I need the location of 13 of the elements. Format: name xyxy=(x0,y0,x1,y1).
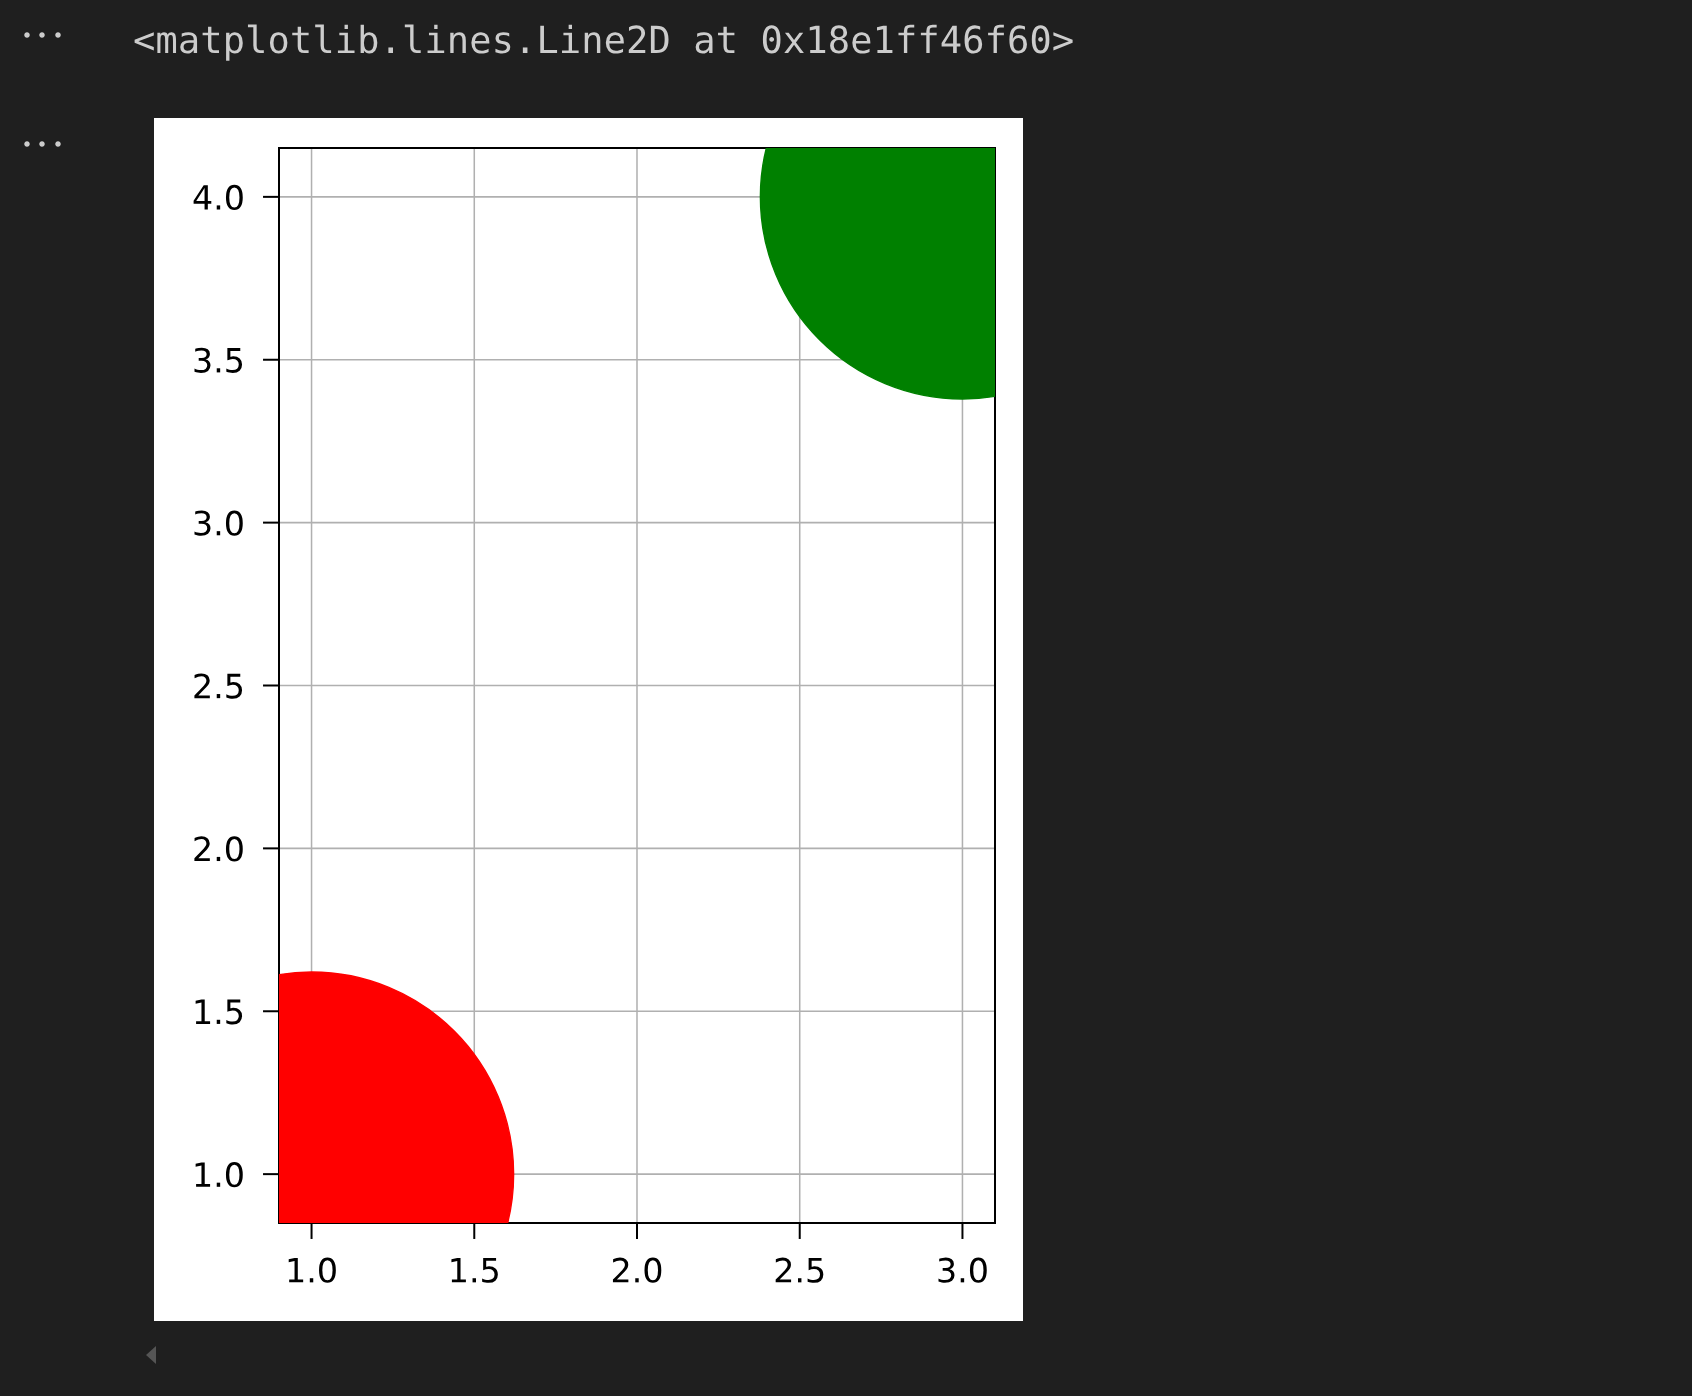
x-tick-label: 1.5 xyxy=(451,1258,498,1283)
y-tick-label: 3.5 xyxy=(194,347,243,373)
text: <matplotlib.lines.Line2D at 0x18e1ff46f60> xyxy=(134,24,1073,61)
y-tick-label: 2.5 xyxy=(194,673,243,699)
x-tick-label: 2.0 xyxy=(612,1257,662,1283)
y-tick-label: 1.0 xyxy=(195,1162,243,1188)
y-tick-label: 1.5 xyxy=(195,999,243,1025)
y-tick-label: 2.0 xyxy=(194,836,243,862)
y-tick-label: 3.0 xyxy=(194,510,243,536)
x-tick-label: 2.5 xyxy=(775,1257,824,1283)
x-tick-label: 3.0 xyxy=(938,1257,987,1283)
y-tick-label: 4.0 xyxy=(193,184,243,210)
x-tick-label: 1.0 xyxy=(288,1257,336,1283)
